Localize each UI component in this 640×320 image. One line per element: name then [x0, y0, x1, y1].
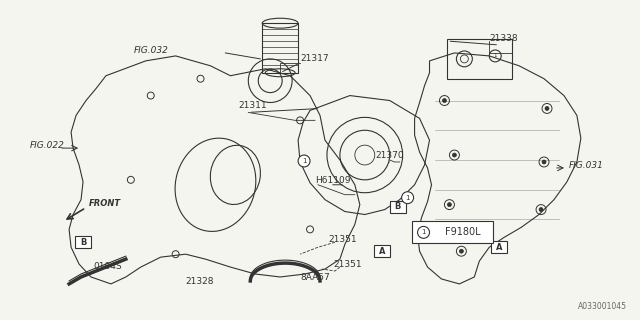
- Text: 1: 1: [405, 195, 410, 201]
- Text: 1: 1: [493, 53, 497, 59]
- Text: B: B: [394, 202, 401, 211]
- Text: 0104S: 0104S: [93, 262, 122, 271]
- Bar: [412, 221, 493, 243]
- Circle shape: [417, 227, 429, 238]
- Circle shape: [402, 192, 413, 204]
- Bar: [374, 245, 390, 257]
- Bar: [75, 236, 91, 248]
- Circle shape: [447, 203, 451, 207]
- Circle shape: [539, 208, 543, 212]
- Circle shape: [452, 153, 456, 157]
- Text: A: A: [378, 247, 385, 256]
- Text: F9180L: F9180L: [445, 228, 481, 237]
- Text: FRONT: FRONT: [89, 199, 121, 208]
- Text: A: A: [496, 243, 502, 252]
- Circle shape: [460, 249, 463, 253]
- Bar: [262, 23, 298, 73]
- Text: A033001045: A033001045: [578, 302, 627, 311]
- Text: 1: 1: [421, 229, 426, 236]
- Text: FIG.031: FIG.031: [569, 161, 604, 170]
- Text: FIG.022: FIG.022: [29, 141, 64, 150]
- Text: 1: 1: [302, 158, 307, 164]
- Circle shape: [542, 160, 546, 164]
- Circle shape: [298, 155, 310, 167]
- Circle shape: [545, 107, 549, 110]
- Text: 21370: 21370: [376, 151, 404, 160]
- Bar: [492, 241, 507, 253]
- Bar: [447, 39, 512, 79]
- Text: 21351: 21351: [328, 235, 356, 244]
- Text: 21328: 21328: [186, 277, 214, 286]
- Text: 8AA57: 8AA57: [300, 273, 330, 282]
- Text: FIG.032: FIG.032: [134, 46, 169, 55]
- Text: H61109: H61109: [315, 176, 351, 185]
- Circle shape: [442, 99, 447, 102]
- Text: 21338: 21338: [489, 34, 518, 43]
- Bar: [390, 201, 406, 212]
- Text: 21311: 21311: [238, 101, 267, 110]
- Text: 21351: 21351: [333, 260, 362, 269]
- Text: B: B: [80, 238, 86, 247]
- Text: 21317: 21317: [300, 54, 329, 63]
